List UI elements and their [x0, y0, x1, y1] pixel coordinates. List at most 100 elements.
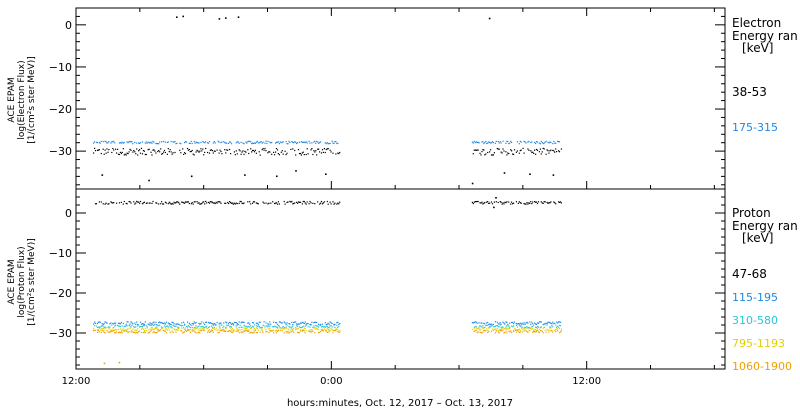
point-310-580: [325, 325, 327, 327]
point-1060-1900: [302, 329, 304, 331]
point-38-53: [281, 150, 283, 152]
point-115-195: [275, 322, 278, 324]
point-38-53: [284, 150, 286, 152]
point-795-1193: [505, 328, 507, 330]
point-310-580: [140, 325, 143, 327]
point-115-195: [114, 322, 116, 324]
point-795-1193: [327, 328, 329, 330]
point-47-68: [184, 201, 187, 203]
point-795-1193: [193, 327, 195, 329]
point-1060-1900: [291, 331, 293, 333]
point-795-1193: [489, 327, 491, 329]
point-38-53: [199, 150, 201, 152]
point-47-68: [213, 202, 215, 204]
point-38-53: [98, 149, 100, 151]
point-795-1193: [305, 329, 307, 331]
point-310-580: [292, 325, 294, 327]
point-795-1193: [324, 329, 326, 331]
point-1060-1900: [268, 332, 270, 334]
point-310-580: [328, 326, 330, 328]
point-310-580: [486, 324, 488, 326]
point-310-580: [532, 325, 534, 328]
point-47-68: [207, 201, 210, 203]
point-795-1193: [515, 329, 517, 331]
point-795-1193: [106, 329, 108, 332]
point-38-53: [558, 151, 561, 153]
point-795-1193: [501, 327, 503, 329]
point-38-53: [492, 154, 494, 156]
proton-y-axis: 0−10−20−30: [49, 188, 725, 366]
point-310-580: [333, 325, 335, 327]
point-47-68: [134, 203, 136, 205]
point-1060-1900: [262, 331, 264, 333]
point-47-68: [173, 201, 175, 203]
point-115-195: [534, 322, 536, 324]
point-38-53: [204, 151, 206, 153]
point-795-1193: [104, 327, 106, 329]
point-1060-1900: [542, 332, 544, 334]
point-1060-1900: [223, 330, 225, 332]
point-115-195: [191, 322, 193, 325]
point-310-580: [115, 324, 117, 326]
point-115-195: [556, 321, 558, 323]
point-115-195: [550, 322, 552, 324]
point-47-68: [186, 201, 189, 203]
point-310-580: [202, 325, 204, 328]
point-310-580: [278, 325, 280, 327]
point-38-53: [250, 148, 252, 150]
point-47-68: [490, 201, 493, 203]
point-47-68: [284, 203, 286, 205]
point-38-53-outlier: [325, 173, 327, 175]
point-795-1193: [240, 329, 242, 331]
point-38-53: [94, 147, 96, 149]
point-115-195: [489, 323, 491, 325]
point-175-315: [518, 143, 520, 145]
point-38-53: [121, 151, 123, 153]
point-795-1193: [299, 329, 302, 331]
point-310-580: [526, 325, 528, 328]
point-47-68: [179, 203, 181, 205]
point-115-195: [206, 321, 208, 323]
point-47-68: [110, 201, 112, 203]
point-310-580: [531, 326, 533, 328]
point-47-68: [523, 203, 525, 205]
point-175-315: [319, 142, 321, 144]
point-310-580: [197, 326, 199, 328]
point-175-315: [271, 141, 273, 144]
point-47-68: [203, 201, 205, 203]
point-47-68: [480, 202, 482, 204]
point-310-580: [528, 327, 530, 329]
point-1060-1900: [479, 331, 481, 333]
point-38-53: [93, 152, 95, 154]
point-1060-1900: [516, 329, 518, 331]
point-38-53: [193, 154, 195, 156]
point-1060-1900: [250, 331, 252, 334]
point-310-580: [502, 326, 504, 328]
point-38-53: [484, 154, 486, 156]
point-38-53: [321, 149, 324, 151]
point-175-315: [297, 142, 299, 144]
point-115-195: [263, 321, 265, 323]
point-795-1193: [500, 329, 502, 331]
point-115-195: [127, 321, 129, 323]
point-47-68: [483, 202, 485, 204]
point-115-195: [204, 323, 206, 326]
point-115-195: [120, 321, 122, 324]
point-1060-1900: [560, 330, 562, 332]
point-115-195: [186, 321, 189, 323]
point-1060-1900: [273, 332, 275, 334]
point-47-68: [161, 201, 163, 203]
point-38-53: [472, 153, 474, 155]
point-795-1193: [161, 327, 163, 330]
point-175-315: [120, 142, 122, 144]
legend-entry-115-195: 115-195: [732, 291, 778, 304]
point-175-315: [316, 140, 318, 142]
point-795-1193: [314, 327, 316, 329]
point-175-315: [138, 142, 140, 144]
point-38-53-outlier: [295, 170, 297, 172]
point-1060-1900: [484, 330, 486, 332]
point-47-68: [560, 202, 562, 204]
point-115-195: [558, 321, 560, 323]
point-115-195: [297, 323, 300, 325]
point-310-580: [133, 326, 135, 328]
